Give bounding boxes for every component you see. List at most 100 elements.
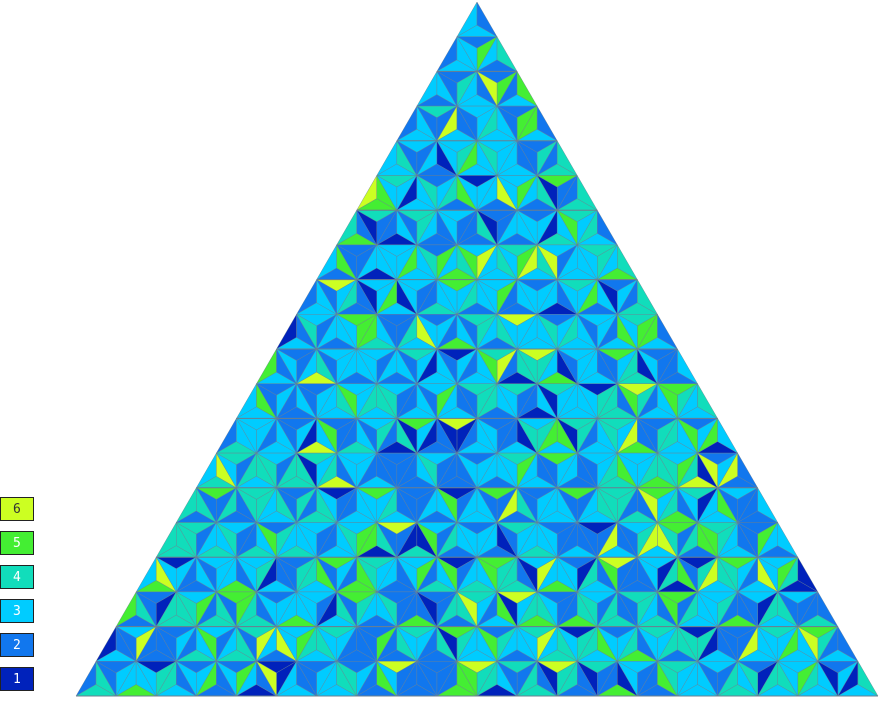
- tiling-cell: [215, 452, 237, 489]
- tiling-cell: [456, 244, 478, 281]
- tiling-cell: [296, 383, 317, 420]
- tiling-cell: [656, 452, 678, 489]
- tiling-cell: [616, 521, 638, 558]
- tiling-cell: [576, 313, 598, 350]
- tiling-cell: [316, 348, 337, 385]
- tiling-cell: [676, 487, 698, 524]
- tiling-cell: [195, 556, 217, 593]
- tiling-cell: [697, 660, 718, 697]
- tiling-cell: [556, 279, 578, 316]
- tiling-cell: [496, 452, 518, 489]
- tiling-cell: [536, 660, 558, 697]
- tiling-cell: [656, 660, 678, 697]
- tiling-cell: [576, 383, 598, 420]
- tiling-cell: [717, 417, 739, 454]
- legend-label-1: 1: [13, 672, 21, 687]
- tiling-cell: [336, 313, 357, 350]
- tiling-cell: [376, 521, 397, 558]
- tiling-cell: [296, 313, 317, 350]
- tiling-cell: [235, 556, 257, 593]
- tiling-cell: [416, 313, 438, 350]
- tiling-cell: [235, 487, 257, 524]
- tiling-cell: [336, 591, 357, 628]
- tiling-cell: [576, 591, 598, 628]
- tiling-cell: [476, 279, 498, 316]
- tiling-cell: [857, 660, 879, 697]
- tiling-cell: [135, 660, 157, 697]
- tiling-cell: [636, 626, 658, 663]
- tiling-cell: [676, 626, 698, 663]
- tiling-cell: [797, 626, 819, 663]
- tiling-cell: [596, 556, 618, 593]
- tiling-cell: [576, 660, 598, 697]
- tiling-cell: [617, 244, 638, 281]
- tiling-cell: [456, 105, 478, 142]
- tiling-cell: [356, 348, 377, 385]
- tiling-cell: [476, 209, 498, 246]
- legend-label-3: 3: [13, 604, 21, 619]
- tiling-cell: [336, 521, 357, 558]
- tiling-cell: [496, 660, 518, 697]
- tiling-cell: [697, 382, 719, 419]
- tiling-cell: [476, 417, 498, 454]
- tiling-cell: [336, 452, 357, 489]
- tiling-cell: [376, 383, 397, 420]
- tiling-cell: [757, 556, 778, 593]
- tiling-cell: [616, 313, 638, 350]
- tiling-cell: [596, 487, 618, 524]
- tiling-cell: [516, 556, 538, 593]
- tiling-cell: [777, 591, 798, 628]
- tiling-cell: [556, 209, 578, 246]
- tiling-cell: [476, 348, 498, 385]
- tiling-cell: [476, 487, 498, 524]
- tiling-cell: [496, 244, 518, 281]
- tiling-cell: [697, 452, 718, 489]
- tiling-cell: [356, 556, 377, 593]
- tiling-cell: [456, 36, 478, 73]
- tiling-cell: [596, 626, 618, 663]
- tiling-cell: [416, 174, 438, 211]
- tiling-cell: [476, 140, 498, 177]
- legend-item-3: 3: [0, 599, 34, 623]
- tiling-cell: [717, 487, 738, 524]
- tiling-cell: [777, 521, 799, 558]
- tiling-cell: [296, 452, 317, 489]
- tiling-cell: [255, 383, 277, 420]
- tiling-cell: [657, 313, 679, 350]
- tiling-cell: [556, 348, 578, 385]
- tiling-cell: [636, 417, 658, 454]
- tiling-cell: [476, 626, 498, 663]
- tiling-cell: [516, 209, 538, 246]
- tiling-cell: [496, 105, 518, 142]
- tiling-cell: [616, 660, 638, 697]
- tiling-cell: [516, 626, 538, 663]
- tiling-cell: [195, 487, 217, 524]
- tiling-cell: [275, 348, 297, 385]
- legend-label-6: 6: [13, 502, 21, 517]
- tiling-cell: [316, 556, 337, 593]
- tiling-cell: [416, 105, 438, 142]
- tiling-cell: [576, 452, 598, 489]
- tiling-cell: [777, 660, 798, 697]
- tiling-cell: [516, 70, 538, 107]
- tiling-cell: [596, 279, 618, 316]
- tiling-cell: [516, 487, 538, 524]
- tiling-cell: [255, 591, 277, 628]
- tiling-cell: [416, 521, 438, 558]
- tiling-cell: [656, 521, 678, 558]
- tiling-cell: [637, 278, 658, 315]
- tiling-cell: [496, 591, 518, 628]
- tiling-cell: [536, 521, 558, 558]
- tiling-cell: [336, 244, 357, 281]
- tiling-cell: [215, 521, 237, 558]
- tiling-cell: [436, 279, 458, 316]
- tiling-cell: [697, 591, 718, 628]
- tiling-cell: [436, 417, 458, 454]
- tiling-cell: [356, 487, 377, 524]
- tiling-cell: [416, 383, 438, 420]
- tiling-cell: [416, 452, 438, 489]
- legend-item-2: 2: [0, 633, 34, 657]
- tiling-cell: [576, 521, 598, 558]
- tiling-cell: [556, 417, 578, 454]
